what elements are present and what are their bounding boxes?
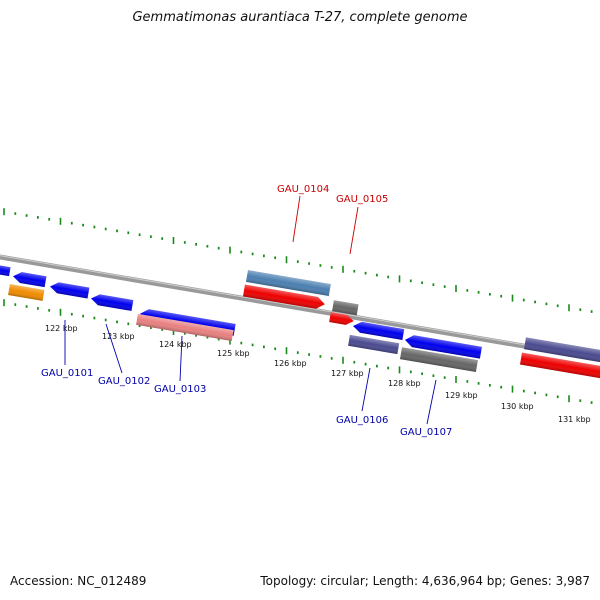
backbone-highlight (0, 255, 600, 359)
gene-feature (519, 352, 600, 380)
gene-label: GAU_0106 (336, 415, 388, 426)
gene-label: GAU_0107 (400, 427, 452, 438)
gene-feature (0, 265, 11, 277)
gene-feature-shade (329, 312, 354, 325)
tick-layer (3, 208, 593, 404)
map-title: Gemmatimonas aurantiaca T-27, complete g… (132, 10, 468, 25)
gene-leader-line (292, 195, 301, 243)
gene-feature-shade (136, 313, 234, 341)
accession-text: Accession: NC_012489 (10, 574, 147, 588)
gene-leader-line (426, 379, 437, 425)
gene-feature-shade (332, 300, 359, 316)
gene-feature (399, 347, 478, 372)
scale-tick-label: 123 kbp (102, 332, 135, 341)
gene-feature-shade (245, 270, 331, 296)
gene-feature-shade (242, 284, 325, 309)
lower-tick-row (3, 299, 593, 404)
gene-feature (332, 300, 359, 316)
gene-feature (348, 334, 400, 355)
gene-feature (329, 312, 354, 325)
scale-tick-label: 125 kbp (217, 349, 250, 358)
gene-leader-line (105, 323, 123, 374)
feature-layer (0, 265, 600, 380)
label-layer: 122 kbp 123 kbp 124 kbp 125 kbp 126 kbp 127 k… (41, 184, 591, 438)
gene-feature-shade (399, 347, 478, 372)
gene-feature-shade (405, 335, 482, 359)
gene-feature (50, 282, 90, 299)
scale-tick-label: 124 kbp (159, 340, 192, 349)
gene-label: GAU_0102 (98, 376, 150, 387)
gene-feature-shade (13, 272, 47, 288)
gene-leader-line (349, 206, 359, 255)
backbone-layer (0, 254, 600, 362)
gene-feature (13, 272, 47, 288)
gene-feature (91, 294, 134, 311)
gene-feature-shade (348, 334, 400, 355)
gene-feature-shade (8, 284, 45, 301)
gene-feature (136, 313, 234, 341)
gene-feature-shade (91, 294, 134, 311)
gene-label: GAU_0104 (277, 184, 329, 195)
scale-tick-label: 128 kbp (388, 379, 421, 388)
scale-tick-label: 129 kbp (445, 391, 478, 400)
gene-feature (242, 284, 325, 309)
gene-feature-shade (353, 321, 405, 340)
gene-feature-shade (523, 337, 600, 364)
gene-label: GAU_0105 (336, 194, 388, 205)
scale-tick-label: 131 kbp (558, 415, 591, 424)
gene-feature (8, 284, 45, 301)
gene-feature (523, 337, 600, 364)
gene-leader-line (179, 335, 183, 382)
topology-text: Topology: circular; Length: 4,636,964 bp… (260, 574, 590, 588)
gene-feature-shade (519, 352, 600, 380)
scale-tick-label: 122 kbp (45, 324, 78, 333)
gene-feature (245, 270, 331, 296)
scale-tick-label: 127 kbp (331, 369, 364, 378)
scale-tick-label: 130 kbp (501, 402, 534, 411)
scale-tick-label: 126 kbp (274, 359, 307, 368)
gene-feature-shade (50, 282, 90, 299)
gene-feature-shade (0, 265, 11, 277)
gene-feature (405, 335, 482, 359)
gene-label: GAU_0103 (154, 384, 206, 395)
gene-label: GAU_0101 (41, 368, 93, 379)
genome-backbone (0, 254, 600, 362)
gene-leader-line (361, 367, 371, 412)
upper-tick-row (3, 208, 593, 313)
gene-feature (353, 321, 405, 340)
